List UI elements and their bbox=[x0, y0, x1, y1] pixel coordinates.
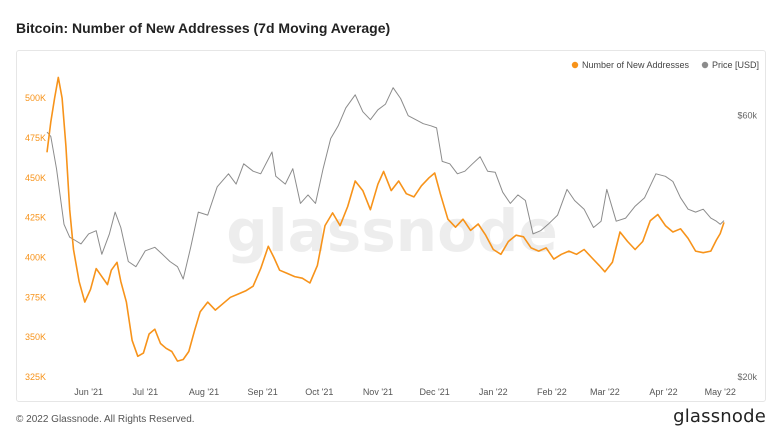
x-tick-label: Dec '21 bbox=[420, 387, 450, 397]
x-tick-label: Mar '22 bbox=[590, 387, 620, 397]
series-line-new-addresses bbox=[46, 76, 725, 362]
x-tick-label: May '22 bbox=[705, 387, 736, 397]
x-tick-label: Nov '21 bbox=[363, 387, 393, 397]
legend-label-price: Price [USD] bbox=[712, 60, 759, 70]
y-left-tick-label: 350K bbox=[25, 332, 46, 342]
x-tick-label: Oct '21 bbox=[305, 387, 333, 397]
y-left-tick-label: 500K bbox=[25, 93, 46, 103]
legend-marker-new-addresses bbox=[571, 61, 579, 69]
x-tick-label: Apr '22 bbox=[649, 387, 677, 397]
x-tick-label: Aug '21 bbox=[189, 387, 219, 397]
y-right-tick-label: $20k bbox=[737, 372, 757, 382]
y-right-tick-label: $60k bbox=[737, 111, 757, 121]
x-tick-label: Jan '22 bbox=[479, 387, 508, 397]
y-left-tick-label: 400K bbox=[25, 252, 46, 262]
legend-label-new-addresses: Number of New Addresses bbox=[582, 60, 690, 70]
series-line-price bbox=[46, 87, 725, 280]
chart-title: Bitcoin: Number of New Addresses (7d Mov… bbox=[16, 20, 391, 36]
glassnode-logo: glassnode bbox=[673, 406, 766, 427]
y-left-tick-label: 450K bbox=[25, 173, 46, 183]
copyright-text: © 2022 Glassnode. All Rights Reserved. bbox=[16, 414, 195, 425]
x-tick-label: Sep '21 bbox=[247, 387, 277, 397]
y-left-tick-label: 375K bbox=[25, 292, 46, 302]
x-tick-label: Jun '21 bbox=[74, 387, 103, 397]
legend-marker-price bbox=[701, 61, 709, 69]
y-left-tick-label: 325K bbox=[25, 372, 46, 382]
x-tick-label: Feb '22 bbox=[537, 387, 567, 397]
x-tick-label: Jul '21 bbox=[132, 387, 158, 397]
chart-svg: glassnode Jun '21 Jul '21 Aug '21 Sep '21 Oct… bbox=[25, 60, 759, 397]
y-left-tick-label: 425K bbox=[25, 213, 46, 223]
y-left-tick-label: 475K bbox=[25, 133, 46, 143]
chart-panel: glassnode Jun '21 Jul '21 Aug '21 Sep '21 Oct… bbox=[16, 50, 766, 402]
watermark-text: glassnode bbox=[226, 197, 558, 265]
